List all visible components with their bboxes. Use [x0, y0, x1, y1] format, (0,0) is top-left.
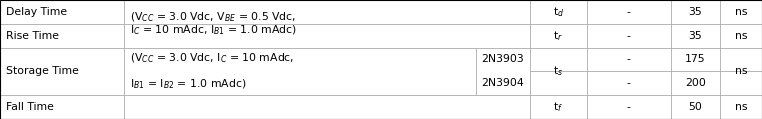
- Text: -: -: [626, 55, 631, 64]
- Text: Fall Time: Fall Time: [6, 102, 54, 112]
- Text: t$_f$: t$_f$: [553, 100, 563, 114]
- Text: ns: ns: [735, 102, 748, 112]
- Text: (V$_{CC}$ = 3.0 Vdc, V$_{BE}$ = 0.5 Vdc,: (V$_{CC}$ = 3.0 Vdc, V$_{BE}$ = 0.5 Vdc,: [130, 10, 296, 24]
- Text: I$_C$ = 10 mAdc, I$_{B1}$ = 1.0 mAdc): I$_C$ = 10 mAdc, I$_{B1}$ = 1.0 mAdc): [130, 24, 297, 37]
- Text: ns: ns: [735, 66, 748, 76]
- Text: -: -: [626, 7, 631, 17]
- Text: -: -: [626, 31, 631, 41]
- Text: 2N3904: 2N3904: [482, 78, 524, 88]
- Text: t$_s$: t$_s$: [553, 64, 563, 78]
- Text: -: -: [626, 102, 631, 112]
- Text: 200: 200: [685, 78, 706, 88]
- Text: ns: ns: [735, 31, 748, 41]
- Text: 35: 35: [688, 31, 703, 41]
- Text: -: -: [626, 78, 631, 88]
- Text: Storage Time: Storage Time: [6, 66, 79, 76]
- Text: I$_{B1}$ = I$_{B2}$ = 1.0 mAdc): I$_{B1}$ = I$_{B2}$ = 1.0 mAdc): [130, 77, 247, 91]
- Text: Rise Time: Rise Time: [6, 31, 59, 41]
- Text: 35: 35: [688, 7, 703, 17]
- Text: 50: 50: [688, 102, 703, 112]
- Text: 175: 175: [685, 55, 706, 64]
- Text: t$_r$: t$_r$: [553, 29, 563, 43]
- Text: (V$_{CC}$ = 3.0 Vdc, I$_C$ = 10 mAdc,: (V$_{CC}$ = 3.0 Vdc, I$_C$ = 10 mAdc,: [130, 52, 295, 65]
- Text: t$_d$: t$_d$: [552, 5, 564, 19]
- Text: 2N3903: 2N3903: [482, 55, 524, 64]
- Text: Delay Time: Delay Time: [6, 7, 67, 17]
- Text: ns: ns: [735, 7, 748, 17]
